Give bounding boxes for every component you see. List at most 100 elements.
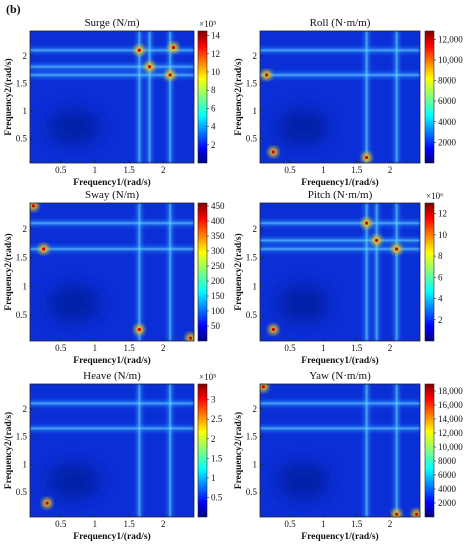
surge-xtick-label-0: 0.5 bbox=[55, 165, 67, 175]
surge-colorbar-label-4: 10 bbox=[211, 67, 221, 77]
roll-ytick-label-1: 1 bbox=[253, 106, 258, 116]
surge-title: Surge (N/m) bbox=[84, 17, 139, 29]
sway-colorbar-label-4: 250 bbox=[211, 261, 225, 271]
sway-colorbar: 50 100 150 200 250 300 350 400 450 bbox=[197, 201, 225, 342]
pitch-colorbar-gradient bbox=[424, 202, 435, 342]
yaw-ytick-label-0: 0.5 bbox=[246, 487, 258, 497]
yaw-peak-1 bbox=[415, 512, 419, 516]
heave-colorbar-label-2: 1.5 bbox=[211, 453, 223, 463]
heave-ytick-label-2: 1.5 bbox=[16, 432, 28, 442]
sway-ytick-label-2: 1.5 bbox=[16, 253, 28, 263]
sway-low-region bbox=[48, 284, 101, 323]
heave-xtick-label-1: 1 bbox=[93, 519, 98, 529]
roll-colorbar-label-0: 2000 bbox=[438, 137, 457, 147]
roll-colorbar-label-1: 4000 bbox=[438, 117, 457, 127]
surge-colorbar-label-6: 14 bbox=[211, 31, 221, 41]
heave-colorbar-exponent: ×10⁵ bbox=[199, 372, 216, 382]
heave-ytick-label-0: 0.5 bbox=[16, 487, 28, 497]
yaw-colorbar-gradient bbox=[424, 383, 435, 518]
sway-ylabel: Frequency2/(rad/s) bbox=[3, 233, 14, 310]
heave-xlabel: Frequency1/(rad/s) bbox=[73, 531, 150, 542]
yaw-axes-frame bbox=[259, 383, 421, 518]
heave-xtick-label-2: 1.5 bbox=[123, 519, 135, 529]
heave-colorbar: 0.5 1 1.5 2 2.5 3 ×10⁵ bbox=[197, 372, 223, 518]
roll-colorbar-label-2: 6000 bbox=[438, 96, 457, 106]
yaw-xtick-label-1: 1 bbox=[321, 519, 326, 529]
surge-peak-2 bbox=[147, 65, 152, 69]
pitch-colorbar-label-5: 12 bbox=[438, 209, 447, 219]
yaw-ylabel: Frequency2/(rad/s) bbox=[233, 412, 244, 489]
roll-xtick-label-1: 1 bbox=[321, 165, 326, 175]
heave-ylabel: Frequency2/(rad/s) bbox=[3, 412, 14, 489]
roll-ylabel: Frequency2/(rad/s) bbox=[233, 58, 244, 135]
yaw-colorbar-label-2: 6000 bbox=[438, 470, 457, 480]
yaw-xtick-label-3: 2 bbox=[388, 519, 393, 529]
sway-colorbar-label-6: 350 bbox=[211, 231, 225, 241]
pitch-ylabel: Frequency2/(rad/s) bbox=[233, 233, 244, 310]
roll-ytick-label-0: 0.5 bbox=[246, 133, 258, 143]
surge-low-region bbox=[48, 108, 101, 146]
sway-axes-frame bbox=[29, 202, 195, 342]
pitch-peak-2 bbox=[395, 247, 399, 251]
surge-colorbar-label-1: 4 bbox=[211, 122, 216, 132]
roll-xlabel: Frequency1/(rad/s) bbox=[301, 177, 378, 188]
yaw-ytick-label-1: 1 bbox=[253, 459, 258, 469]
sway-colorbar-label-3: 200 bbox=[211, 276, 225, 286]
pitch-colorbar-exponent: ×10⁶ bbox=[426, 191, 443, 201]
heave-panel: 0.5 1 1.5 2 0.5 1 1.5 2 Heave (N/m) Frequency1/(r… bbox=[3, 370, 223, 542]
heave-colorbar-gradient bbox=[197, 383, 208, 518]
sway-colorbar-label-0: 50 bbox=[211, 321, 221, 331]
surge-colorbar-label-2: 6 bbox=[211, 103, 216, 113]
roll-xtick-label-0: 0.5 bbox=[284, 165, 296, 175]
sway-title: Sway (N/m) bbox=[85, 189, 139, 201]
heave-xtick-label-3: 2 bbox=[161, 519, 166, 529]
pitch-xlabel: Frequency1/(rad/s) bbox=[301, 355, 378, 366]
heave-title: Heave (N/m) bbox=[83, 370, 141, 382]
sway-colorbar-label-8: 450 bbox=[211, 201, 225, 211]
roll-low-region bbox=[277, 108, 329, 146]
pitch-colorbar-label-1: 4 bbox=[438, 294, 443, 304]
yaw-colorbar-label-0: 2000 bbox=[438, 498, 457, 508]
pitch-colorbar-label-4: 10 bbox=[438, 230, 448, 240]
pitch-xtick-label-0: 0.5 bbox=[284, 343, 296, 353]
yaw-title: Yaw (N·m/m) bbox=[309, 370, 371, 382]
yaw-colorbar-label-3: 8000 bbox=[438, 456, 457, 466]
pitch-xtick-label-2: 1.5 bbox=[351, 343, 363, 353]
pitch-xtick-label-3: 2 bbox=[388, 343, 393, 353]
pitch-ytick-label-3: 2 bbox=[253, 224, 258, 234]
heave-xtick-label-0: 0.5 bbox=[55, 519, 67, 529]
roll-ytick-label-2: 1.5 bbox=[246, 78, 258, 88]
surge-xtick-label-2: 1.5 bbox=[123, 165, 135, 175]
yaw-panel: 0.5 1 1.5 2 0.5 1 1.5 2 Yaw (N·m/m) Frequency1/(r… bbox=[233, 370, 463, 542]
heave-axes-frame bbox=[29, 383, 195, 518]
pitch-xtick-label-1: 1 bbox=[321, 343, 326, 353]
pitch-ytick-label-1: 1 bbox=[253, 281, 258, 291]
sway-ytick-label-0: 0.5 bbox=[16, 310, 28, 320]
yaw-peak-0 bbox=[261, 385, 265, 389]
heave-low-region bbox=[48, 462, 101, 500]
pitch-peak-1 bbox=[365, 221, 369, 225]
roll-panel: 0.5 1 1.5 2 0.5 1 1.5 2 Roll (N·m/m) Frequency1/(… bbox=[233, 17, 463, 188]
sway-colorbar-label-5: 300 bbox=[211, 246, 225, 256]
sway-ytick-label-3: 2 bbox=[23, 224, 28, 234]
yaw-colorbar-label-5: 12,000 bbox=[438, 428, 463, 438]
yaw-xtick-label-0: 0.5 bbox=[284, 519, 296, 529]
heave-heatmap bbox=[30, 384, 194, 517]
surge-colorbar-label-3: 8 bbox=[211, 85, 216, 95]
surge-colorbar-label-0: 2 bbox=[211, 140, 216, 150]
surge-xlabel: Frequency1/(rad/s) bbox=[73, 177, 150, 188]
surge-colorbar: 2 4 6 8 10 12 14 ×10⁵ bbox=[197, 19, 221, 164]
pitch-title: Pitch (N·m/m) bbox=[308, 189, 373, 201]
pitch-colorbar-label-3: 8 bbox=[438, 251, 443, 261]
heave-colorbar-label-4: 2.5 bbox=[211, 414, 223, 424]
surge-peak-0 bbox=[137, 48, 141, 52]
sway-colorbar-gradient bbox=[197, 202, 208, 342]
surge-ytick-label-1: 1 bbox=[23, 106, 28, 116]
roll-colorbar-gradient bbox=[424, 30, 435, 164]
surge-ytick-label-3: 2 bbox=[23, 51, 28, 61]
yaw-ytick-label-2: 1.5 bbox=[246, 432, 258, 442]
yaw-colorbar: 2000 4000 6000 8000 10,000 12,000 14,000 16,000… bbox=[424, 383, 463, 518]
roll-heatmap bbox=[260, 31, 420, 163]
surge-peak-3 bbox=[171, 45, 176, 50]
pitch-axes-frame bbox=[259, 202, 421, 342]
